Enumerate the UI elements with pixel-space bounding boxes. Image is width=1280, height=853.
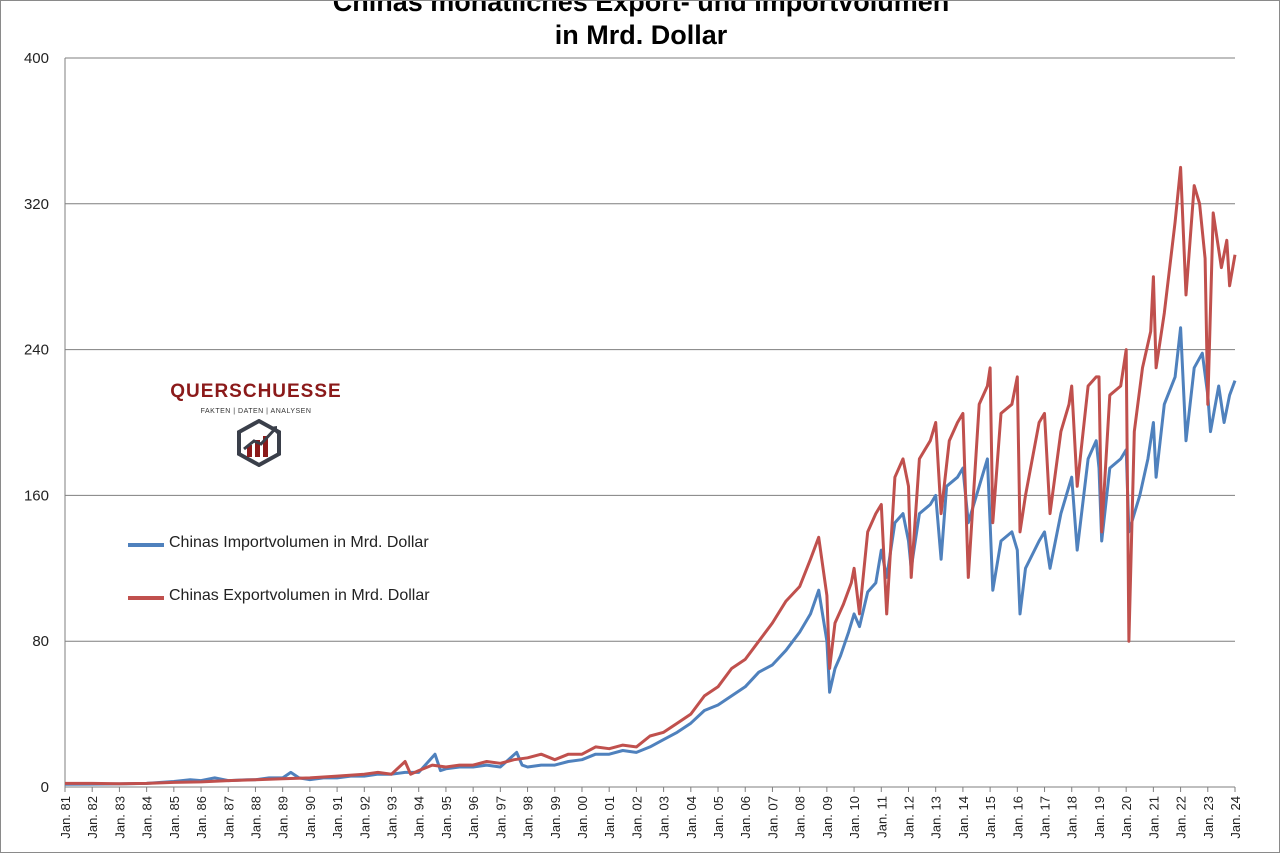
series-layer [64, 165, 1237, 786]
y-tick-label: 400 [24, 50, 49, 67]
axes [64, 58, 1235, 788]
x-tick-label: Jan. 85 [167, 796, 182, 839]
x-tick-label: Jan. 93 [385, 796, 400, 839]
x-tick-label: Jan. 11 [874, 796, 889, 838]
legend-label-export: Chinas Exportvolumen in Mrd. Dollar [169, 587, 430, 604]
x-tick-label: Jan. 96 [466, 796, 481, 839]
y-axis-ticks: 0 80 160 240 320 400 [24, 50, 49, 796]
x-tick-label: Jan. 05 [711, 796, 726, 839]
x-tick-label: Jan. 01 [602, 796, 617, 839]
x-tick-label: Jan. 92 [357, 796, 372, 839]
x-tick-label: Jan. 19 [1092, 796, 1107, 839]
y-tick-label: 240 [24, 342, 49, 359]
x-tick-label: Jan. 23 [1201, 796, 1216, 839]
x-tick-label: Jan. 15 [983, 796, 998, 839]
x-tick-label: Jan. 14 [956, 796, 971, 839]
x-tick-label: Jan. 91 [330, 796, 345, 839]
x-axis-ticks: Jan. 81 Jan. 82 Jan. 83 Jan. 84 Jan. 85 Jan. … [58, 787, 1243, 839]
x-tick-label: Jan. 81 [58, 796, 73, 839]
x-tick-label: Jan. 88 [248, 796, 263, 839]
x-tick-label: Jan. 06 [738, 796, 753, 839]
series-line-export [65, 165, 1237, 786]
x-tick-label: Jan. 18 [1065, 796, 1080, 839]
x-tick-label: Jan. 87 [221, 796, 236, 839]
x-tick-label: Jan. 86 [194, 796, 209, 839]
x-tick-label: Jan. 84 [140, 796, 155, 839]
y-tick-label: 80 [32, 633, 49, 650]
logo: QUERSCHUESSE FAKTEN | DATEN | ANALYSEN [161, 381, 351, 476]
chart-up-arrow-icon [237, 419, 281, 467]
x-tick-label: Jan. 02 [629, 796, 644, 839]
x-tick-label: Jan. 83 [112, 796, 127, 839]
x-tick-label: Jan. 97 [493, 796, 508, 839]
x-tick-label: Jan. 98 [521, 796, 536, 839]
y-tick-label: 0 [41, 779, 49, 796]
x-tick-label: Jan. 08 [793, 796, 808, 839]
x-tick-label: Jan. 13 [929, 796, 944, 839]
logo-tagline: FAKTEN | DATEN | ANALYSEN [200, 408, 312, 415]
legend-swatch-import [128, 543, 164, 547]
x-tick-label: Jan. 20 [1119, 796, 1134, 839]
x-tick-label: Jan. 10 [847, 796, 862, 839]
x-tick-label: Jan. 89 [276, 796, 291, 839]
y-tick-label: 160 [24, 487, 49, 504]
x-tick-label: Jan. 90 [303, 796, 318, 839]
x-tick-label: Jan. 94 [412, 796, 427, 839]
chart-title: Chinas monatliches Export- und Importvol… [332, 0, 950, 17]
x-tick-label: Jan. 22 [1174, 796, 1189, 839]
x-tick-label: Jan. 21 [1146, 796, 1161, 839]
y-tick-label: 320 [24, 196, 49, 213]
legend-swatch-export [128, 596, 164, 600]
x-tick-label: Jan. 24 [1228, 796, 1243, 839]
x-tick-label: Jan. 95 [439, 796, 454, 839]
chart-subtitle: in Mrd. Dollar [554, 20, 728, 50]
grid-lines [65, 57, 1235, 642]
series-line-import [64, 326, 1237, 786]
x-tick-label: Jan. 99 [548, 796, 563, 839]
x-tick-label: Jan. 04 [684, 796, 699, 839]
x-tick-label: Jan. 07 [765, 796, 780, 839]
legend-label-import: Chinas Importvolumen in Mrd. Dollar [169, 534, 429, 551]
x-tick-label: Jan. 17 [1038, 796, 1053, 839]
logo-name: QUERSCHUESSE [170, 381, 342, 402]
x-tick-label: Jan. 09 [820, 796, 835, 839]
x-tick-label: Jan. 82 [85, 796, 100, 839]
x-tick-label: Jan. 16 [1010, 796, 1025, 839]
x-tick-label: Jan. 03 [657, 796, 672, 839]
x-tick-label: Jan. 12 [901, 796, 916, 839]
x-tick-label: Jan. 00 [575, 796, 590, 839]
